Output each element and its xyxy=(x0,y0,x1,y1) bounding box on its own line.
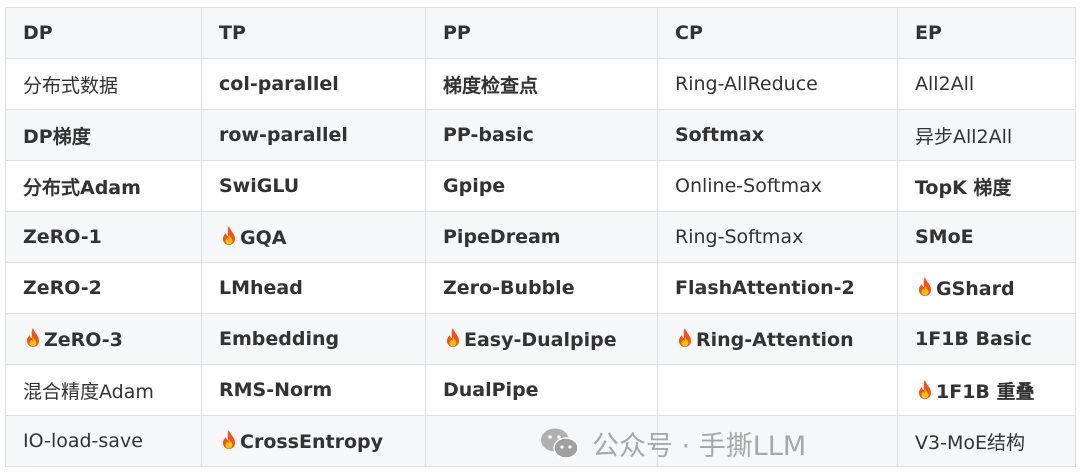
cell-text: 1F1B 重叠 xyxy=(936,380,1035,403)
table-cell: SwiGLU xyxy=(201,160,426,212)
cell-text: ZeRO-2 xyxy=(23,277,102,299)
parallelism-table: DP TP PP CP EP 分布式数据 col-parallel 梯度检查点 Ring-Al… xyxy=(5,7,1076,467)
table-cell: PipeDream xyxy=(425,211,658,263)
column-header-ep: EP xyxy=(897,7,1076,59)
table-cell: ZeRO-3 xyxy=(5,313,202,365)
table-row: 分布式数据 col-parallel 梯度检查点 Ring-AllReduce All2… xyxy=(5,58,1076,110)
column-header-cp: CP xyxy=(657,7,898,59)
fire-icon xyxy=(23,327,43,349)
cell-text: Ring-Softmax xyxy=(675,226,804,248)
table-cell: GShard xyxy=(897,262,1076,314)
cell-text: PP-basic xyxy=(443,124,534,146)
table-cell: RMS-Norm xyxy=(201,364,426,416)
column-header-tp: TP xyxy=(201,7,426,59)
cell-text: 分布式数据 xyxy=(23,74,119,97)
column-header-pp: PP xyxy=(425,7,658,59)
fire-icon xyxy=(219,225,239,247)
fire-icon xyxy=(443,327,463,349)
cell-text: LMhead xyxy=(219,277,303,299)
table-cell: ZeRO-1 xyxy=(5,211,202,263)
fire-icon xyxy=(219,429,239,451)
cell-text: ZeRO-3 xyxy=(44,329,123,351)
table-cell: 分布式Adam xyxy=(5,160,202,212)
table-cell: ZeRO-2 xyxy=(5,262,202,314)
cell-text: ZeRO-1 xyxy=(23,226,102,248)
table-cell: GQA xyxy=(201,211,426,263)
cell-text: All2All xyxy=(915,73,975,95)
cell-text: Gpipe xyxy=(443,175,506,197)
table-row: ZeRO-3 Embedding Easy-Dualpipe Ring-Attenti… xyxy=(5,313,1076,365)
header-row: DP TP PP CP EP xyxy=(5,7,1076,59)
table-cell xyxy=(657,364,898,416)
cell-text: Embedding xyxy=(219,328,340,350)
cell-text: 1F1B Basic xyxy=(915,328,1032,350)
table-cell: CrossEntropy xyxy=(201,415,426,467)
fire-icon xyxy=(915,379,935,401)
cell-text: DualPipe xyxy=(443,379,539,401)
table-cell: Zero-Bubble xyxy=(425,262,658,314)
table-cell: TopK 梯度 xyxy=(897,160,1076,212)
cell-text: IO-load-save xyxy=(23,430,143,452)
table-cell: col-parallel xyxy=(201,58,426,110)
table-row: 混合精度Adam RMS-Norm DualPipe 1F1B 重叠 xyxy=(5,364,1076,416)
cell-text: Easy-Dualpipe xyxy=(464,329,617,351)
cell-text: Softmax xyxy=(675,124,764,146)
table-row: ZeRO-2 LMhead Zero-Bubble FlashAttention-2 G… xyxy=(5,262,1076,314)
table-cell: DP梯度 xyxy=(5,109,202,161)
cell-text: PipeDream xyxy=(443,226,561,248)
table-cell xyxy=(425,415,658,467)
cell-text: col-parallel xyxy=(219,73,339,95)
table-cell: Embedding xyxy=(201,313,426,365)
cell-text: V3-MoE结构 xyxy=(915,431,1025,454)
cell-text: TopK 梯度 xyxy=(915,176,1012,199)
cell-text: SwiGLU xyxy=(219,175,300,197)
table-cell: 1F1B 重叠 xyxy=(897,364,1076,416)
table-cell xyxy=(657,415,898,467)
cell-text: GShard xyxy=(936,278,1015,300)
cell-text: Online-Softmax xyxy=(675,175,823,197)
fire-icon xyxy=(915,276,935,298)
cell-text: SMoE xyxy=(915,226,974,248)
table-cell: Gpipe xyxy=(425,160,658,212)
table-cell: 混合精度Adam xyxy=(5,364,202,416)
cell-text: CrossEntropy xyxy=(240,431,383,453)
cell-text: GQA xyxy=(240,227,287,249)
table-cell: SMoE xyxy=(897,211,1076,263)
table-cell: 梯度检查点 xyxy=(425,58,658,110)
table-cell: Online-Softmax xyxy=(657,160,898,212)
cell-text: Zero-Bubble xyxy=(443,277,575,299)
table-cell: 异步All2All xyxy=(897,109,1076,161)
cell-text: Ring-Attention xyxy=(696,329,854,351)
table-row: 分布式Adam SwiGLU Gpipe Online-Softmax TopK 梯度 xyxy=(5,160,1076,212)
table-cell: DualPipe xyxy=(425,364,658,416)
column-header-dp: DP xyxy=(5,7,202,59)
cell-text: 分布式Adam xyxy=(23,176,141,199)
table-cell: Ring-Softmax xyxy=(657,211,898,263)
table-cell: Ring-Attention xyxy=(657,313,898,365)
table-row: IO-load-save CrossEntropy V3-MoE结构 xyxy=(5,415,1076,467)
table-cell: Ring-AllReduce xyxy=(657,58,898,110)
table-cell: 分布式数据 xyxy=(5,58,202,110)
table-row: ZeRO-1 GQA PipeDream Ring-Softmax SMoE xyxy=(5,211,1076,263)
cell-text: 异步All2All xyxy=(915,125,1013,148)
cell-text: 梯度检查点 xyxy=(443,74,539,97)
table-cell: Easy-Dualpipe xyxy=(425,313,658,365)
table-cell: IO-load-save xyxy=(5,415,202,467)
table-cell: FlashAttention-2 xyxy=(657,262,898,314)
cell-text: 混合精度Adam xyxy=(23,380,154,403)
cell-text: FlashAttention-2 xyxy=(675,277,855,299)
table-row: DP梯度 row-parallel PP-basic Softmax 异步All2All xyxy=(5,109,1076,161)
cell-text: row-parallel xyxy=(219,124,348,146)
cell-text: DP梯度 xyxy=(23,125,91,148)
fire-icon xyxy=(675,327,695,349)
table-cell: PP-basic xyxy=(425,109,658,161)
table-cell: Softmax xyxy=(657,109,898,161)
table-cell: LMhead xyxy=(201,262,426,314)
cell-text: RMS-Norm xyxy=(219,379,333,401)
table-cell: All2All xyxy=(897,58,1076,110)
cell-text: Ring-AllReduce xyxy=(675,73,818,95)
table-cell: V3-MoE结构 xyxy=(897,415,1076,467)
table-cell: row-parallel xyxy=(201,109,426,161)
table-cell: 1F1B Basic xyxy=(897,313,1076,365)
